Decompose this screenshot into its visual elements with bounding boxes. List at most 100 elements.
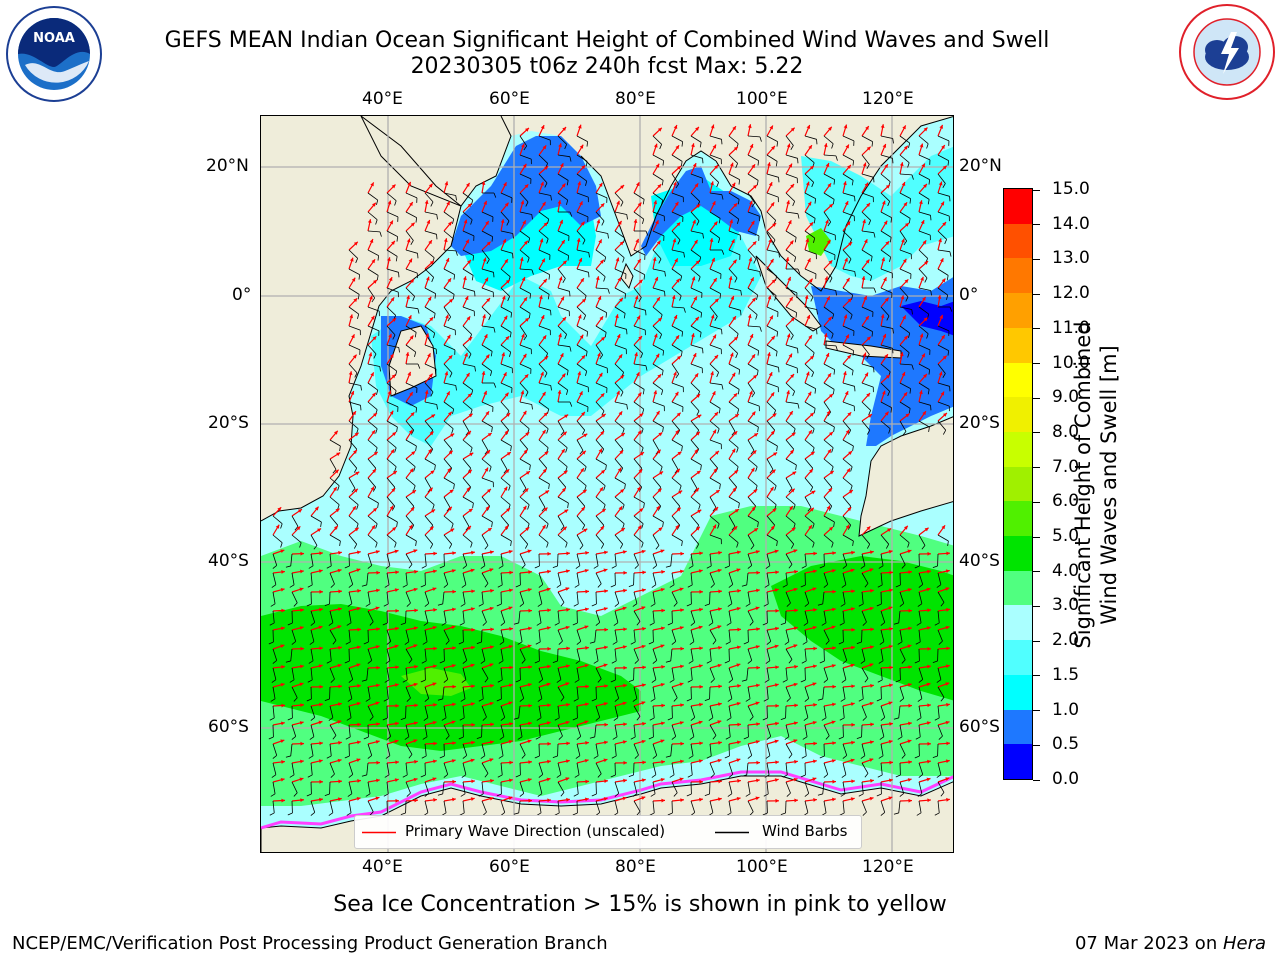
wind-barb-flag <box>443 774 448 778</box>
wind-barb-flag <box>394 542 397 548</box>
wave-arrow-head <box>829 526 833 531</box>
wind-barb <box>538 572 544 585</box>
wave-arrow-head <box>355 471 360 476</box>
wave-arrow-head <box>349 314 354 319</box>
wave-arrow-head <box>562 260 567 265</box>
wind-barb <box>500 192 513 199</box>
wind-barb <box>367 591 371 604</box>
wind-barb-flag <box>940 697 945 702</box>
wave-arrow-head <box>319 684 323 689</box>
wind-barb <box>823 211 832 223</box>
wind-barb-flag <box>876 793 882 797</box>
wind-barb-flag <box>800 584 806 588</box>
wind-barb-flag <box>309 736 315 740</box>
wind-barb <box>785 724 790 737</box>
wind-barb-flag <box>641 542 644 548</box>
colorbar-segment <box>1004 431 1032 467</box>
wind-barb-flag <box>537 603 543 607</box>
wind-barb <box>576 344 588 352</box>
wave-arrow-head <box>699 797 703 802</box>
wave-arrow-head <box>557 200 562 204</box>
wave-arrow-head <box>660 644 665 649</box>
wave-arrow-head <box>375 740 380 744</box>
wave-arrow-head <box>585 779 589 784</box>
wave-arrow-head <box>711 257 715 262</box>
wind-barb <box>329 439 341 447</box>
wind-barb-flag <box>901 564 906 569</box>
wind-barb <box>310 724 315 737</box>
wind-barb <box>576 743 581 756</box>
wind-barb <box>823 306 834 315</box>
wind-barb-flag <box>914 565 920 569</box>
wind-barb-flag <box>537 793 543 797</box>
colorbar-tick-label: 11.0 <box>1052 317 1090 338</box>
wave-arrow-head <box>581 506 585 511</box>
wind-barb <box>766 458 774 470</box>
wave-arrow-head <box>657 317 662 322</box>
wind-barb-flag <box>498 565 504 569</box>
wind-barb-flag <box>410 430 415 435</box>
wave-arrow-head <box>737 627 741 632</box>
wind-barb <box>785 230 797 238</box>
wave-arrow-head <box>713 221 718 226</box>
wind-barb-flag <box>482 716 487 721</box>
wave-arrow-head <box>823 333 828 338</box>
wave-arrow-head <box>561 487 566 492</box>
wave-arrow-head <box>432 682 437 687</box>
wave-arrow-head <box>661 760 665 764</box>
wind-barb <box>405 211 417 218</box>
wind-barb-flag <box>490 370 493 376</box>
wind-barb <box>481 686 484 699</box>
wind-barb <box>405 762 408 775</box>
wind-barb-flag <box>490 351 493 357</box>
wave-arrow-head <box>869 550 874 555</box>
wind-barb-flag <box>346 812 352 816</box>
wave-arrow-head <box>466 316 471 321</box>
wave-arrow-head <box>699 779 703 784</box>
wind-barb-flag <box>895 679 901 683</box>
wind-barb <box>747 705 754 717</box>
wind-barb <box>728 401 739 410</box>
wave-arrow-head <box>813 608 817 612</box>
wave-arrow-head <box>483 390 487 395</box>
wave-arrow-head <box>471 627 475 632</box>
wind-barb <box>576 686 579 699</box>
wind-barb-flag <box>946 294 949 300</box>
wind-barb <box>880 724 885 737</box>
wave-arrow-head <box>411 451 416 456</box>
wave-arrow-head <box>445 314 449 319</box>
wind-barb-flag <box>523 335 528 341</box>
wind-barb-flag <box>636 716 641 721</box>
wind-barb <box>538 458 548 469</box>
wind-barb-flag <box>850 485 853 491</box>
wave-arrow-head <box>450 433 455 438</box>
wave-arrow-head <box>508 644 513 649</box>
wave-arrow-head <box>812 777 817 782</box>
wind-barb-flag <box>901 659 906 664</box>
wind-barb-flag <box>665 755 671 758</box>
wave-arrow-head <box>317 528 322 532</box>
colorbar-tick-mark <box>1033 536 1040 538</box>
wave-arrow-head <box>756 588 760 593</box>
wind-barb-flag <box>384 774 390 778</box>
wave-arrow-head <box>941 335 945 340</box>
wind-barb-flag <box>365 603 371 607</box>
wave-arrow-head <box>812 587 817 592</box>
wind-barb <box>898 610 901 623</box>
wave-arrow-head <box>661 608 665 613</box>
wind-barb-flag <box>308 565 314 569</box>
wind-barb-flag <box>802 736 808 740</box>
wave-arrow-head <box>413 777 418 782</box>
wind-barb <box>424 192 434 203</box>
wave-arrow-head <box>751 506 756 511</box>
wind-barb <box>804 420 815 430</box>
wave-arrow-head <box>652 257 657 262</box>
wave-arrow-head <box>452 684 456 689</box>
wave-arrow-head <box>603 607 608 611</box>
noaa-logo-text: NOAA <box>33 31 75 46</box>
wind-barb <box>576 230 586 241</box>
wind-barb-flag <box>641 523 644 529</box>
wind-barb-flag <box>724 660 730 664</box>
wind-barb-flag <box>461 679 467 683</box>
wind-barb-flag <box>558 640 563 645</box>
